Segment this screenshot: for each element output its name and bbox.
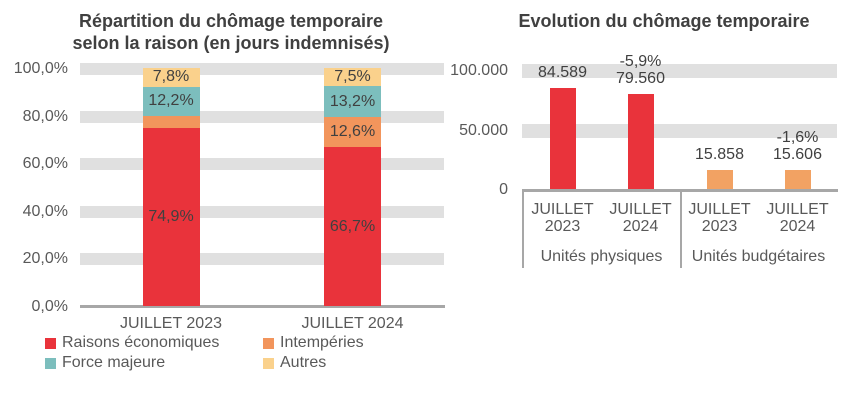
- bar-segment-force-majeure: [142, 86, 200, 116]
- segment-data-label: 7,5%: [334, 67, 371, 85]
- segment-data-label: 12,6%: [329, 123, 376, 141]
- y-tick-label: 20,0%: [22, 250, 68, 268]
- category-group-separator: [522, 190, 524, 268]
- legend-label: Intempéries: [280, 334, 364, 351]
- segment-data-label: 66,7%: [329, 217, 376, 235]
- legend-label: Raisons économiques: [62, 334, 220, 351]
- y-tick-label: 100.000: [450, 62, 508, 79]
- legend-item-raisons-economiques: Raisons économiques: [45, 334, 260, 352]
- x-category-label: JUILLET 2023: [120, 315, 222, 332]
- y-tick-label: 0: [499, 181, 508, 198]
- left-chart-legend: Raisons économiques Intempéries Force maje…: [45, 334, 364, 372]
- y-tick-label: 80,0%: [22, 107, 68, 125]
- left-chart-repartition: Répartition du chômage temporaire selon …: [13, 10, 447, 372]
- x-category-label-line2: 2023: [544, 218, 581, 235]
- bar-segment-force-majeure: [324, 85, 381, 118]
- value-label: 79.560: [616, 70, 665, 88]
- bar-segment-intemperies: [324, 117, 381, 148]
- bar-segment-autres: [324, 68, 381, 86]
- y-tick-label: 100,0%: [13, 60, 68, 77]
- y-tick-label: 60,0%: [22, 155, 68, 173]
- bar-unites-budgetaires-juillet-2023: [706, 170, 733, 189]
- legend-label: Force majeure: [62, 354, 166, 371]
- x-axis-line: [80, 305, 445, 308]
- left-chart-title: Répartition du chômage temporaire selon …: [15, 10, 447, 54]
- x-category-label-line1: JUILLET: [609, 201, 672, 218]
- value-label: 84.589: [538, 64, 587, 82]
- y-gridline-band: [522, 64, 837, 78]
- delta-label: -5,9%: [619, 53, 662, 71]
- left-chart-title-line1: Répartition du chômage temporaire: [78, 11, 384, 31]
- category-group-separator: [680, 190, 682, 268]
- y-tick-label: 0,0%: [31, 298, 68, 315]
- x-category-label-line1: JUILLET: [688, 201, 751, 218]
- x-category-label-line2: 2024: [779, 218, 816, 235]
- legend-swatch-icon: [45, 338, 56, 349]
- left-chart-title-line2: selon la raison (en jours indemnisés): [72, 33, 390, 53]
- y-gridline-band: [522, 123, 837, 138]
- right-chart-title: Evolution du chômage temporaire: [518, 11, 810, 31]
- bar-unites-physiques-juillet-2024: [627, 94, 654, 189]
- segment-data-label: 13,2%: [329, 92, 376, 110]
- segment-data-label: 74,9%: [148, 207, 194, 225]
- right-chart-evolution: Evolution du chômage temporaire 100.000 5…: [450, 0, 866, 402]
- legend-swatch-icon: [263, 338, 274, 349]
- bar-segment-autres: [142, 68, 200, 87]
- bar-unites-budgetaires-juillet-2024: [784, 170, 811, 189]
- legend-item-autres: Autres: [263, 354, 478, 372]
- value-label: 15.858: [695, 146, 744, 164]
- y-tick-label: 50.000: [459, 121, 508, 139]
- x-category-label: JUILLET 2024: [301, 315, 404, 332]
- segment-data-label: 7,8%: [152, 68, 190, 86]
- legend-label: Autres: [280, 354, 327, 371]
- x-category-label-line2: 2023: [701, 218, 738, 235]
- value-label: 15.606: [773, 146, 822, 164]
- legend-swatch-icon: [45, 358, 56, 369]
- segment-data-label: 12,2%: [148, 92, 194, 110]
- x-category-label-line1: JUILLET: [766, 201, 829, 218]
- bar-segment-raisons-economiques: [142, 127, 200, 306]
- x-category-label-line2: 2024: [622, 218, 659, 235]
- legend-swatch-icon: [263, 358, 274, 369]
- axis-group-label: Unités budgétaires: [691, 248, 826, 265]
- bar-segment-raisons-economiques: [324, 147, 381, 306]
- left-chart-plot-area: 100,0% 80,0% 60,0% 40,0% 20,0% 0,0% 74,9% 12,2%…: [13, 60, 445, 332]
- axis-group-label: Unités physiques: [540, 248, 663, 265]
- bar-unites-physiques-juillet-2023: [549, 88, 576, 189]
- delta-label: -1,6%: [776, 129, 819, 147]
- legend-item-intemperies: Intempéries: [263, 334, 478, 352]
- x-category-label-line1: JUILLET: [531, 201, 594, 218]
- legend-item-force-majeure: Force majeure: [45, 354, 260, 372]
- y-tick-label: 40,0%: [22, 202, 68, 220]
- bar-segment-intemperies: [142, 115, 200, 128]
